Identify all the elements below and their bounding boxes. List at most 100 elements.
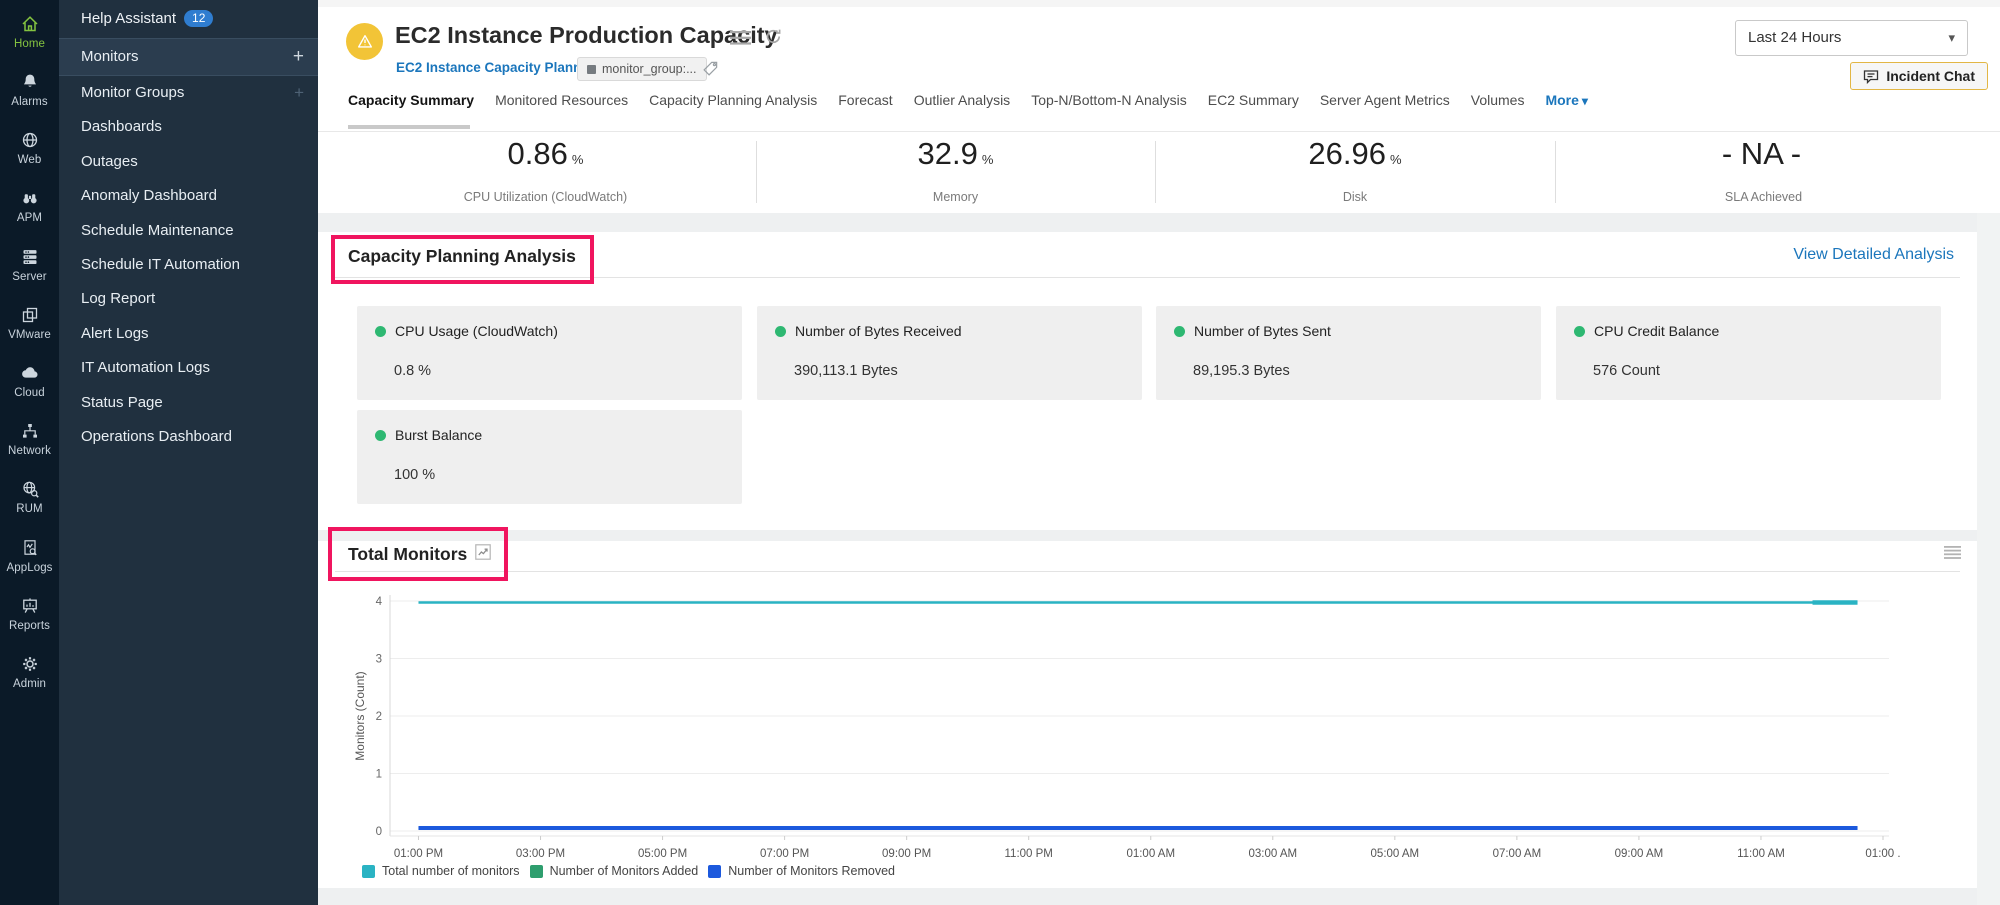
active-tab-indicator bbox=[348, 125, 470, 129]
metric-value: 89,195.3 Bytes bbox=[1193, 363, 1290, 379]
sidebar-item-label: Dashboards bbox=[81, 118, 162, 136]
tab-top-n-bottom-n[interactable]: Top-N/Bottom-N Analysis bbox=[1031, 92, 1187, 108]
globe-magnifier-icon bbox=[0, 479, 59, 501]
home-icon bbox=[0, 14, 59, 36]
add-monitor-group-button[interactable]: + bbox=[294, 83, 304, 102]
divider bbox=[318, 131, 2000, 132]
kpi-value: 32.9% bbox=[917, 136, 994, 171]
trend-expand-icon[interactable] bbox=[475, 544, 492, 565]
rail-item-alarms[interactable]: Alarms bbox=[0, 72, 59, 108]
sidebar-item-operations-dashboard[interactable]: Operations Dashboard bbox=[59, 420, 318, 454]
x-tick-label: 07:00 PM bbox=[760, 848, 809, 860]
sidebar-item-label: Operations Dashboard bbox=[81, 427, 232, 445]
sidebar-item-dashboards[interactable]: Dashboards bbox=[59, 110, 318, 144]
rail-item-applogs[interactable]: AppLogs bbox=[0, 538, 59, 574]
legend-item[interactable]: Number of Monitors Removed bbox=[708, 864, 895, 878]
sidebar-item-label: Outages bbox=[81, 152, 138, 170]
sidebar-item-label: Schedule IT Automation bbox=[81, 255, 240, 273]
rail-item-admin[interactable]: Admin bbox=[0, 654, 59, 690]
sidebar-item-log-report[interactable]: Log Report bbox=[59, 282, 318, 316]
page-title: EC2 Instance Production Capacity bbox=[395, 22, 778, 48]
total-monitors-chart[interactable]: 0 1 2 3 4 Monitors (Count) 01:00 PM 03:00 PM 05:… bbox=[350, 585, 1910, 870]
globe-icon bbox=[0, 130, 59, 152]
rail-item-web[interactable]: Web bbox=[0, 130, 59, 166]
y-tick-label: 1 bbox=[376, 769, 382, 781]
rail-label: Web bbox=[17, 154, 42, 166]
metric-card-cpu-credit-balance[interactable]: CPU Credit Balance 576 Count bbox=[1556, 306, 1941, 400]
x-tick-label: 11:00 PM bbox=[1005, 848, 1053, 860]
sidebar-item-label: Log Report bbox=[81, 290, 156, 308]
time-range-select[interactable]: Last 24 Hours ▾ bbox=[1735, 20, 1968, 56]
sidebar-item-help-assistant[interactable]: Help Assistant 12 bbox=[59, 0, 318, 38]
tab-monitored-resources[interactable]: Monitored Resources bbox=[495, 92, 629, 108]
sidebar-item-monitors[interactable]: Monitors + bbox=[59, 38, 318, 76]
chart-menu-icon[interactable] bbox=[1944, 546, 1961, 564]
rail-item-apm[interactable]: APM bbox=[0, 188, 59, 224]
metric-card-cpu-usage[interactable]: CPU Usage (CloudWatch) 0.8 % bbox=[357, 306, 742, 400]
chart-legend: Total number of monitors Number of Monito… bbox=[362, 864, 895, 878]
sidebar-item-alert-logs[interactable]: Alert Logs bbox=[59, 317, 318, 351]
rail-label: Admin bbox=[12, 678, 47, 690]
tab-capacity-summary[interactable]: Capacity Summary bbox=[348, 92, 475, 108]
title-hamburger-icon[interactable] bbox=[730, 31, 751, 50]
tag-chip[interactable]: monitor_group:... bbox=[577, 57, 707, 81]
rail-item-server[interactable]: Server bbox=[0, 247, 59, 283]
add-monitor-button[interactable]: + bbox=[292, 46, 304, 67]
tab-more[interactable]: More ▾ bbox=[1545, 92, 1587, 108]
tab-forecast[interactable]: Forecast bbox=[838, 92, 893, 108]
top-strip bbox=[318, 0, 2000, 7]
tab-capacity-planning-analysis[interactable]: Capacity Planning Analysis bbox=[649, 92, 818, 108]
sidebar-item-status-page[interactable]: Status Page bbox=[59, 386, 318, 420]
metric-label: Number of Bytes Received bbox=[795, 323, 962, 339]
section-gap bbox=[318, 530, 2000, 541]
sidebar-item-it-automation-logs[interactable]: IT Automation Logs bbox=[59, 351, 318, 385]
x-tick-label: 11:00 AM bbox=[1737, 848, 1785, 860]
tab-volumes[interactable]: Volumes bbox=[1470, 92, 1525, 108]
metric-card-bytes-sent[interactable]: Number of Bytes Sent 89,195.3 Bytes bbox=[1156, 306, 1541, 400]
rail-item-rum[interactable]: RUM bbox=[0, 479, 59, 515]
x-tick-label: 03:00 PM bbox=[516, 848, 565, 860]
kpi-cpu-utilization: 0.86% CPU Utilization (CloudWatch) bbox=[335, 137, 756, 205]
rail-item-network[interactable]: Network bbox=[0, 421, 59, 457]
legend-swatch-icon bbox=[529, 864, 543, 878]
sidebar-item-outages[interactable]: Outages bbox=[59, 145, 318, 179]
help-assistant-label: Help Assistant bbox=[81, 10, 177, 27]
tab-ec2-summary[interactable]: EC2 Summary bbox=[1207, 92, 1299, 108]
legend-item[interactable]: Total number of monitors bbox=[362, 864, 520, 878]
kpi-value: - NA - bbox=[1721, 136, 1802, 171]
legend-item[interactable]: Number of Monitors Added bbox=[529, 864, 698, 878]
rail-item-home[interactable]: Home bbox=[0, 14, 59, 50]
rail-label: RUM bbox=[16, 503, 43, 515]
metric-value: 0.8 % bbox=[394, 363, 432, 379]
rail-label: Server bbox=[12, 271, 47, 283]
tags-icon[interactable] bbox=[702, 60, 719, 82]
kpi-label: Memory bbox=[932, 190, 979, 204]
incident-chat-label: Incident Chat bbox=[1886, 68, 1975, 84]
server-icon bbox=[0, 247, 59, 269]
rail-item-reports[interactable]: Reports bbox=[0, 596, 59, 632]
sidebar-item-anomaly-dashboard[interactable]: Anomaly Dashboard bbox=[59, 179, 318, 213]
refresh-icon[interactable] bbox=[764, 27, 783, 51]
sidebar-item-monitor-groups[interactable]: Monitor Groups + bbox=[59, 76, 318, 110]
metric-card-bytes-received[interactable]: Number of Bytes Received 390,113.1 Bytes bbox=[757, 306, 1142, 400]
help-assistant-badge: 12 bbox=[184, 10, 214, 27]
sidebar-item-label: Schedule Maintenance bbox=[81, 221, 234, 239]
kpi-memory: 32.9% Memory bbox=[756, 136, 1155, 205]
metric-card-burst-balance[interactable]: Burst Balance 100 % bbox=[357, 410, 742, 504]
rail-item-cloud[interactable]: Cloud bbox=[0, 363, 59, 399]
x-tick-label: 01:00 PM bbox=[394, 848, 443, 860]
bell-icon bbox=[0, 72, 59, 94]
sidebar-item-schedule-it-automation[interactable]: Schedule IT Automation bbox=[59, 248, 318, 282]
sidebar-item-schedule-maintenance[interactable]: Schedule Maintenance bbox=[59, 214, 318, 248]
chevron-down-icon: ▾ bbox=[1948, 30, 1955, 45]
breadcrumb[interactable]: EC2 Instance Capacity Planning bbox=[396, 60, 602, 75]
gear-icon bbox=[0, 654, 59, 676]
view-detailed-analysis-link[interactable]: View Detailed Analysis bbox=[1793, 246, 1954, 263]
divider bbox=[335, 571, 1960, 572]
status-dot-icon bbox=[1174, 325, 1185, 337]
status-dot-icon bbox=[375, 429, 386, 441]
incident-chat-button[interactable]: Incident Chat bbox=[1850, 62, 1988, 90]
tab-server-agent-metrics[interactable]: Server Agent Metrics bbox=[1319, 92, 1450, 108]
rail-item-vmware[interactable]: VMware bbox=[0, 305, 59, 341]
tab-outlier-analysis[interactable]: Outlier Analysis bbox=[913, 92, 1011, 108]
